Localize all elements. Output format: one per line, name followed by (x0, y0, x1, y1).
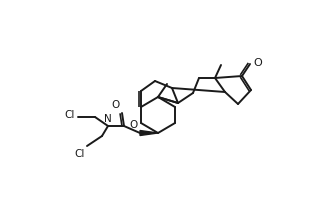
Polygon shape (140, 130, 158, 136)
Text: O: O (130, 120, 138, 130)
Text: O: O (253, 58, 262, 68)
Text: Cl: Cl (75, 149, 85, 159)
Text: O: O (112, 100, 120, 110)
Text: N: N (104, 114, 112, 124)
Text: Cl: Cl (65, 110, 75, 120)
